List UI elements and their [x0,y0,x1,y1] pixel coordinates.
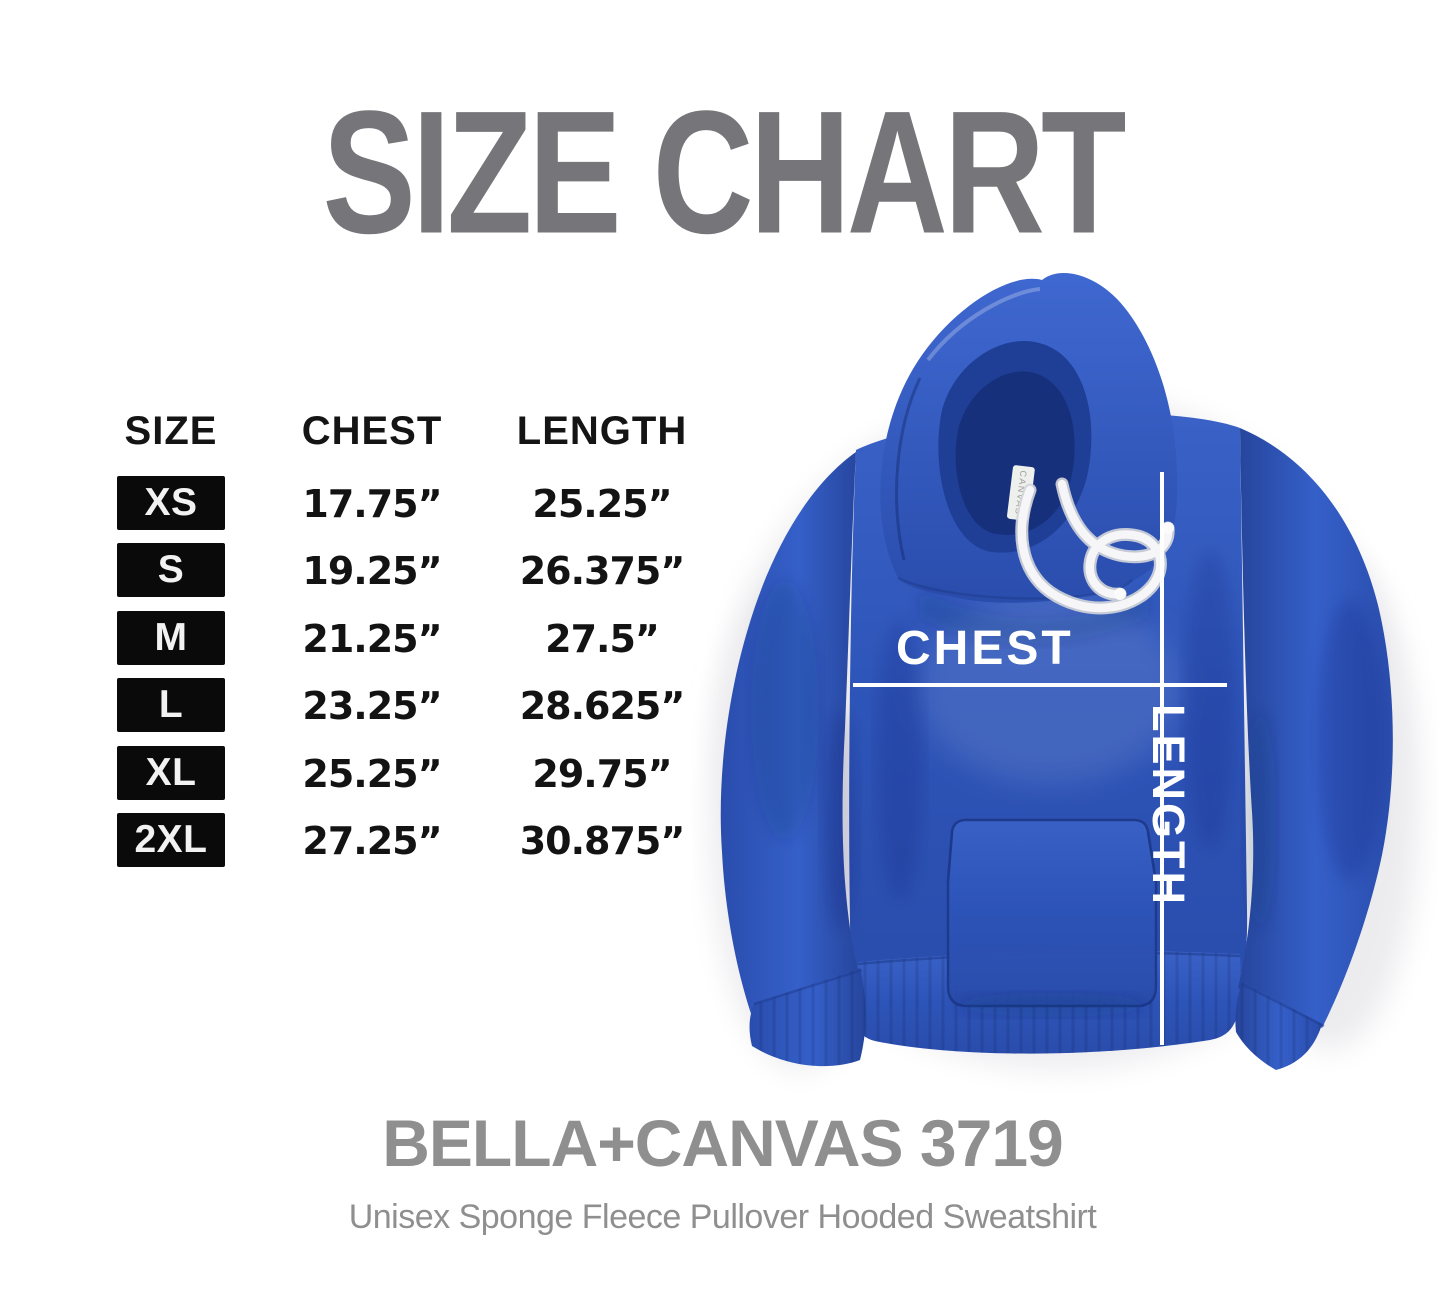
chest-value-l: 23.25” [302,684,442,728]
fabric-highlight [920,595,1180,785]
hoodie-left-sleeve [720,452,866,1067]
product-name: BELLA+CANVAS 3719 [382,1106,1063,1180]
length-measure-label: LENGTH [1143,704,1194,907]
length-value-xs: 25.25” [532,482,672,526]
length-value-2xl: 30.875” [519,819,686,863]
chest-value-xl: 25.25” [302,752,442,796]
measurement-lines [853,472,1227,1045]
length-value-m: 27.5” [545,617,660,661]
size-badge-2xl: 2XL [117,813,225,867]
fabric-fold [876,620,924,900]
fabric-fold [1184,550,1236,850]
hoodie-pocket [946,818,1158,1017]
chest-value-s: 19.25” [302,549,442,593]
size-badge-xs: XS [117,476,225,530]
length-value-l: 28.625” [519,684,686,728]
chest-measure-label: CHEST [896,622,1074,675]
hoodie-illustration: CANVAS CHEST LENGTH [710,273,1420,1070]
column-header-chest: CHEST [301,409,443,453]
hoodie-photo: CANVAS CHEST LENGTH [690,260,1440,1100]
size-badge-s: S [117,543,225,597]
column-header-length: LENGTH [516,409,688,453]
hoodie-hood [880,273,1178,644]
chest-value-m: 21.25” [302,617,442,661]
size-badge-l: L [117,678,225,732]
column-header-size: SIZE [124,409,218,453]
size-badge-m: M [117,611,225,665]
size-badge-xl: XL [117,746,225,800]
hoodie-right-sleeve [1235,428,1393,1070]
chest-value-2xl: 27.25” [302,819,442,863]
drawstrings [1015,477,1175,615]
length-value-xl: 29.75” [532,752,672,796]
length-value-s: 26.375” [519,549,686,593]
chest-value-xs: 17.75” [302,482,442,526]
product-description: Unisex Sponge Fleece Pullover Hooded Swe… [348,1198,1097,1236]
page-title: SIZE CHART [322,73,1127,270]
